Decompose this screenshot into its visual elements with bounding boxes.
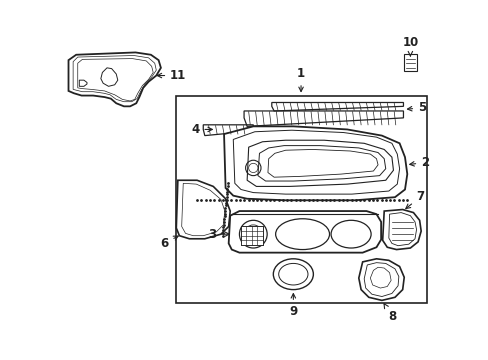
Text: 7: 7 bbox=[405, 190, 424, 208]
Text: 6: 6 bbox=[160, 236, 178, 250]
Text: 11: 11 bbox=[157, 69, 186, 82]
Bar bbox=[404, 54, 416, 71]
Text: 4: 4 bbox=[191, 123, 212, 136]
Text: 1: 1 bbox=[296, 67, 305, 91]
Bar bbox=[176, 95, 427, 303]
Polygon shape bbox=[224, 126, 407, 200]
Text: 2: 2 bbox=[409, 156, 428, 169]
Bar bbox=[241, 226, 262, 245]
Polygon shape bbox=[228, 211, 380, 253]
Text: 3: 3 bbox=[208, 228, 229, 240]
Text: 5: 5 bbox=[407, 102, 426, 114]
Text: 9: 9 bbox=[288, 294, 297, 318]
Text: 10: 10 bbox=[402, 36, 418, 56]
Text: 8: 8 bbox=[383, 304, 395, 323]
